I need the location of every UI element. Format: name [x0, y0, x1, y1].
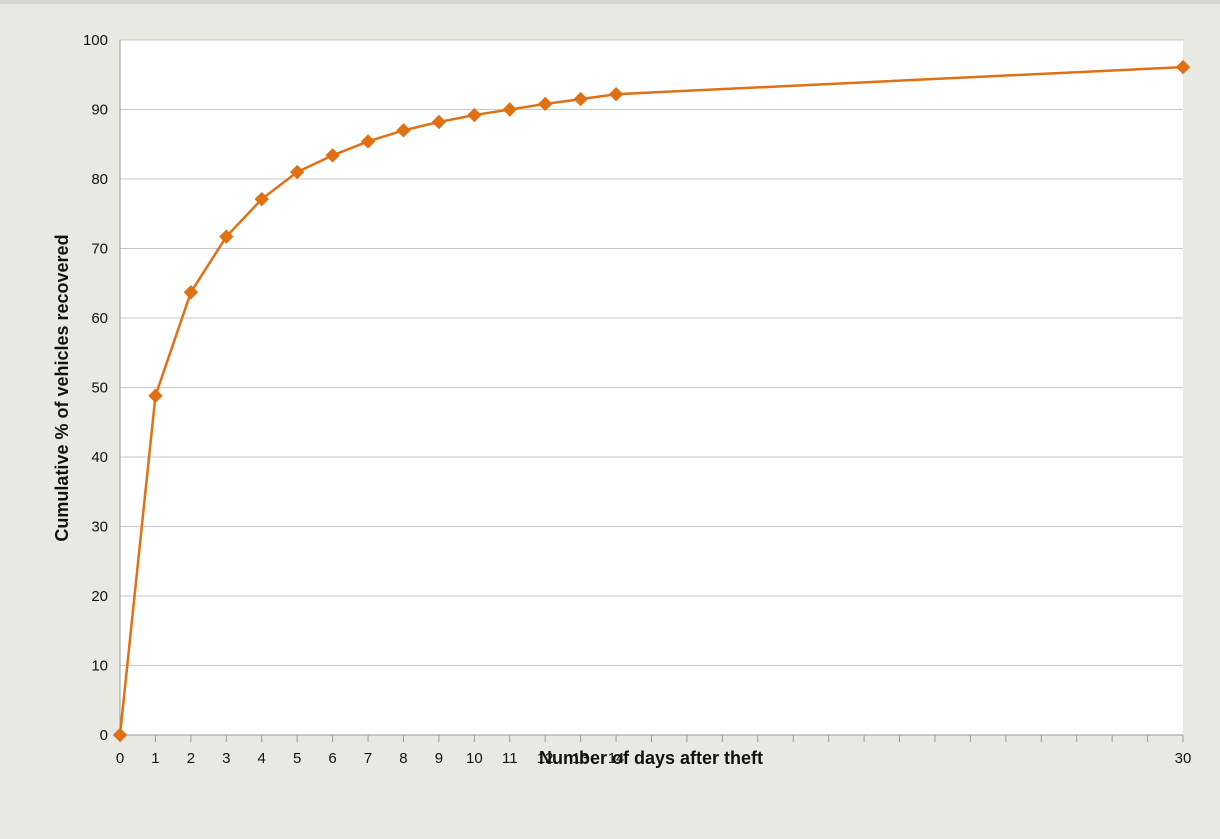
x-tick-label: 4: [258, 750, 266, 767]
y-tick-label: 90: [91, 102, 108, 119]
data-point-marker: [289, 164, 305, 180]
data-point-marker: [502, 102, 517, 117]
y-tick-label: 30: [91, 519, 108, 536]
x-tick-label: 10: [466, 750, 483, 767]
x-tick-label: 14: [608, 750, 625, 767]
x-tick-label: 3: [222, 750, 230, 767]
data-point-marker: [360, 134, 376, 149]
data-point-marker: [431, 114, 447, 130]
data-point-marker: [396, 123, 411, 138]
data-point-marker: [219, 229, 234, 244]
x-tick-label: 30: [1175, 750, 1192, 767]
y-tick-label: 10: [91, 658, 108, 675]
x-tick-labels: 0 1 2 3 4 5 6 7 8 9 10 11 12 13 14 30: [116, 750, 1192, 767]
y-tick-label: 50: [91, 380, 108, 397]
y-axis-title: Cumulative % of vehicles recovered: [52, 234, 72, 541]
series-markers: [112, 59, 1191, 743]
data-point-marker: [608, 87, 624, 102]
data-point-marker: [254, 191, 269, 207]
y-tick-label: 80: [91, 171, 108, 188]
gridlines: [120, 39, 1183, 666]
data-point-marker: [537, 96, 553, 112]
x-tick-label: 13: [572, 750, 589, 767]
axes: [119, 40, 1184, 742]
data-point-marker: [148, 388, 163, 404]
x-tick-label: 11: [502, 750, 518, 767]
x-tick-label: 12: [537, 750, 554, 767]
y-tick-label: 20: [91, 588, 108, 605]
x-axis-title: Number of days after theft: [539, 748, 763, 768]
x-tick-label: 7: [364, 750, 372, 767]
x-tick-label: 8: [399, 750, 407, 767]
y-tick-labels: 0 10 20 30 40 50 60 70 80 90 100: [83, 32, 108, 744]
data-point-marker: [325, 148, 340, 163]
x-tick-label: 0: [116, 750, 124, 767]
x-tick-label: 5: [293, 750, 301, 767]
top-rule: [0, 0, 1220, 4]
x-tick-label: 9: [435, 750, 443, 767]
y-tick-label: 100: [83, 32, 108, 49]
y-tick-label: 40: [91, 449, 108, 466]
data-point-marker: [573, 91, 588, 107]
series-line: [118, 65, 1184, 736]
x-tick-label: 6: [328, 750, 336, 767]
data-point-marker: [1175, 59, 1191, 75]
x-tick-label: 1: [151, 750, 159, 767]
data-point-marker: [467, 107, 482, 123]
data-point-marker: [183, 285, 199, 300]
y-tick-label: 0: [100, 727, 108, 744]
y-tick-label: 70: [91, 241, 108, 258]
data-point-marker: [112, 727, 128, 743]
x-tick-label: 2: [187, 750, 195, 767]
y-tick-label: 60: [91, 310, 108, 327]
